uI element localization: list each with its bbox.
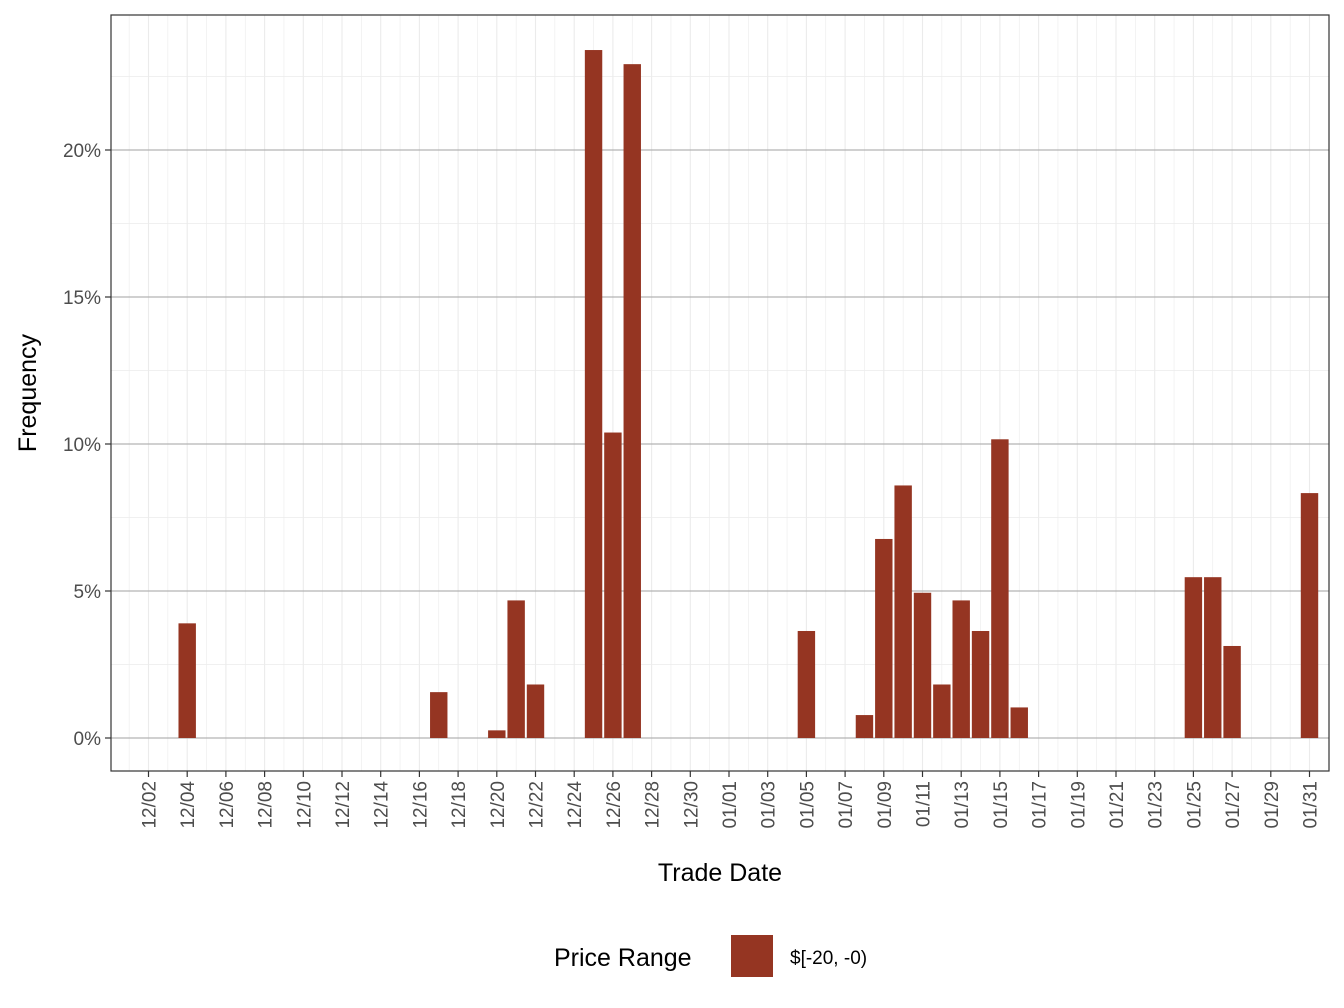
x-tick-label: 12/24 — [565, 781, 586, 829]
legend-label: $[-20, -0) — [790, 948, 867, 969]
legend-swatch — [731, 935, 773, 977]
bar-01-26 — [1204, 577, 1222, 738]
bar-12-17 — [430, 692, 448, 738]
x-tick-label: 12/26 — [604, 781, 625, 829]
bar-series — [178, 50, 1319, 739]
legend: Price Range $[-20, -0) — [554, 935, 867, 977]
x-tick-label: 01/13 — [952, 781, 973, 829]
minor-gridlines — [111, 15, 1330, 771]
x-tick-label: 01/19 — [1068, 781, 1089, 829]
x-tick-label: 01/17 — [1030, 781, 1051, 829]
x-axis: 12/02 12/04 12/06 12/08 12/10 12/12 12/14 12/16… — [140, 771, 1322, 829]
panel-border — [110, 14, 1330, 772]
x-tick-label: 01/11 — [914, 781, 935, 827]
x-tick-label: 12/10 — [294, 781, 315, 829]
x-tick-label: 12/30 — [681, 781, 702, 829]
bar-01-05 — [797, 630, 816, 738]
bar-01-09 — [875, 538, 893, 738]
bar-01-27 — [1223, 645, 1241, 738]
x-tick-label: 01/03 — [759, 781, 780, 829]
x-tick-label: 01/27 — [1223, 781, 1244, 829]
bar-01-25 — [1184, 577, 1203, 738]
y-axis-title: Frequency — [14, 333, 42, 452]
bar-01-31 — [1300, 493, 1319, 738]
y-axis: 0% 5% 10% 15% 20% — [63, 141, 111, 750]
x-tick-label: 01/01 — [720, 781, 741, 829]
bar-12-04 — [178, 623, 196, 738]
x-axis-title: Trade Date — [658, 859, 782, 887]
x-tick-label: 12/08 — [256, 781, 277, 829]
bar-01-11 — [913, 592, 932, 738]
x-tick-label: 12/18 — [449, 781, 470, 829]
bar-01-15 — [991, 439, 1009, 738]
bar-01-16 — [1010, 707, 1028, 738]
x-tick-label: 12/22 — [527, 781, 548, 829]
x-tick-label: 01/07 — [836, 781, 857, 829]
x-tick-label: 12/12 — [333, 781, 354, 829]
bar-12-20 — [488, 730, 506, 738]
x-tick-label: 12/02 — [140, 781, 161, 829]
x-tick-label: 12/20 — [488, 781, 509, 829]
major-gridlines — [111, 149, 1329, 739]
bar-01-13 — [952, 600, 970, 738]
x-tick-label: 01/09 — [875, 781, 896, 829]
x-tick-label: 12/16 — [410, 781, 431, 829]
bar-01-12 — [933, 684, 951, 738]
y-tick-label: 10% — [63, 435, 101, 456]
bar-01-14 — [971, 630, 990, 738]
x-tick-label: 12/14 — [372, 781, 393, 829]
legend-title: Price Range — [554, 944, 692, 972]
bar-12-21 — [507, 600, 525, 738]
bar-01-08 — [855, 715, 874, 738]
bar-12-27 — [623, 64, 641, 739]
bar-12-22 — [526, 684, 545, 738]
x-tick-label: 01/31 — [1301, 781, 1322, 829]
x-tick-label: 01/15 — [991, 781, 1012, 829]
y-tick-label: 5% — [74, 582, 102, 603]
plot-panel — [111, 15, 1329, 771]
y-tick-label: 20% — [63, 141, 101, 162]
bar-12-26 — [604, 432, 622, 738]
bar-12-25 — [584, 50, 603, 739]
x-tick-label: 12/04 — [178, 781, 199, 829]
y-tick-label: 0% — [74, 729, 102, 750]
x-tick-label: 12/28 — [643, 781, 664, 829]
x-tick-label: 01/23 — [1146, 781, 1167, 829]
x-tick-label: 01/05 — [797, 781, 818, 829]
bar-01-10 — [894, 485, 912, 738]
y-tick-label: 15% — [63, 288, 101, 309]
x-tick-label: 01/29 — [1262, 781, 1283, 829]
x-tick-label: 01/25 — [1184, 781, 1205, 829]
x-tick-label: 01/21 — [1107, 781, 1128, 829]
x-tick-label: 12/06 — [217, 781, 238, 829]
